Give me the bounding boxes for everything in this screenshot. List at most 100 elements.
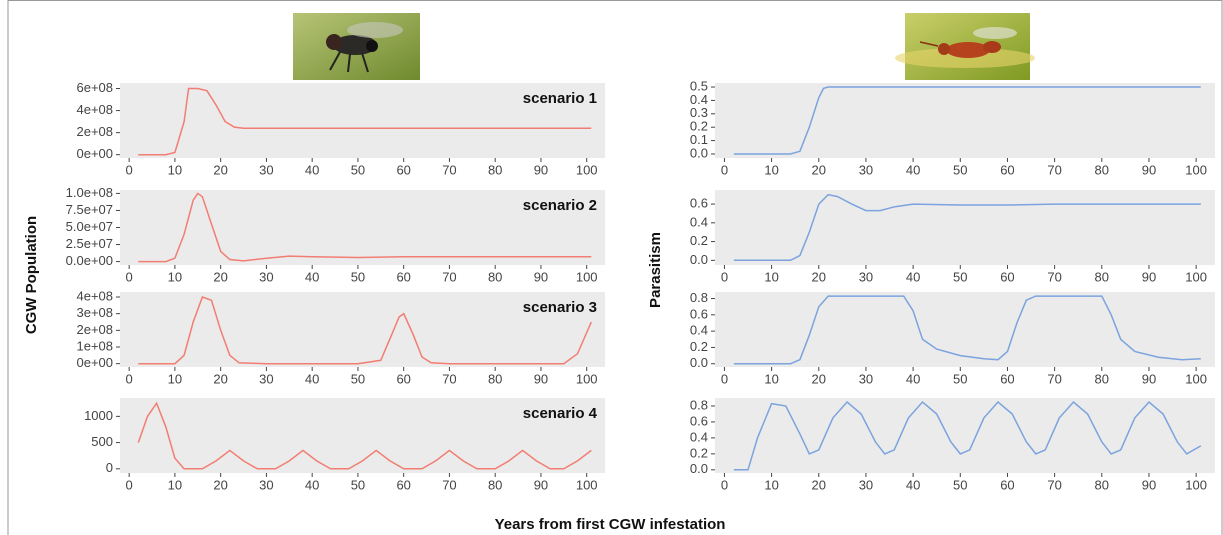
x-tick-label: 0 (126, 477, 133, 492)
x-tick-label: 50 (351, 477, 365, 492)
y-tick-label: 0.2 (690, 445, 708, 460)
x-tick-label: 50 (953, 371, 967, 386)
x-tick-label: 50 (953, 162, 967, 177)
x-tick-label: 30 (259, 269, 273, 284)
x-tick-label: 70 (1047, 371, 1061, 386)
x-tick-label: 100 (1185, 371, 1207, 386)
y-tick-label: 3e+08 (76, 305, 113, 320)
x-tick-label: 80 (1095, 371, 1109, 386)
y-tick-label: 0.0 (690, 252, 708, 267)
x-tick-label: 0 (721, 269, 728, 284)
x-tick-label: 100 (1185, 162, 1207, 177)
x-tick-label: 90 (1142, 269, 1156, 284)
x-tick-label: 40 (305, 269, 319, 284)
y-tick-label: 1.0e+08 (66, 185, 113, 200)
x-tick-label: 40 (906, 162, 920, 177)
y-tick-label: 0.4 (690, 92, 708, 107)
y-tick-label: 4e+08 (76, 288, 113, 303)
x-tick-label: 30 (259, 477, 273, 492)
x-tick-label: 40 (906, 477, 920, 492)
x-tick-label: 100 (1185, 477, 1207, 492)
x-axis-title: Years from first CGW infestation (495, 516, 726, 533)
x-tick-label: 60 (1000, 371, 1014, 386)
frame (7, 0, 1223, 535)
x-tick-label: 0 (126, 371, 133, 386)
x-tick-label: 10 (168, 371, 182, 386)
x-tick-label: 30 (259, 371, 273, 386)
panel-background (715, 292, 1215, 367)
x-tick-label: 100 (576, 371, 598, 386)
x-tick-label: 30 (859, 269, 873, 284)
x-tick-label: 60 (396, 162, 410, 177)
x-tick-label: 80 (1095, 477, 1109, 492)
x-tick-label: 60 (1000, 269, 1014, 284)
panel-title: scenario 1 (523, 90, 597, 107)
y-tick-label: 0.8 (690, 290, 708, 305)
panel-background (120, 292, 605, 367)
x-tick-label: 90 (1142, 162, 1156, 177)
x-tick-label: 70 (1047, 269, 1061, 284)
x-tick-label: 70 (1047, 162, 1061, 177)
x-tick-label: 20 (213, 162, 227, 177)
panel-background (715, 83, 1215, 158)
line (733, 295, 1201, 365)
x-tick-label: 90 (534, 371, 548, 386)
x-tick-label: 20 (812, 371, 826, 386)
line (733, 86, 1201, 155)
x-tick-label: 10 (168, 162, 182, 177)
photo-left (293, 13, 420, 80)
y-tick-label: 0.5 (690, 78, 708, 93)
x-tick-label: 90 (1142, 477, 1156, 492)
y-tick-label: 1e+08 (76, 338, 113, 353)
x-tick-label: 20 (213, 477, 227, 492)
x-tick-label: 70 (1047, 477, 1061, 492)
line (733, 193, 1201, 262)
x-tick-label: 80 (488, 269, 502, 284)
x-tick-label: 40 (906, 269, 920, 284)
line (138, 296, 592, 365)
x-tick-label: 30 (859, 162, 873, 177)
panel-title: scenario 4 (523, 405, 598, 422)
y-tick-label: 0.4 (690, 323, 708, 338)
y-tick-label: 0e+00 (76, 355, 113, 370)
x-tick-label: 90 (1142, 371, 1156, 386)
y-tick-label: 500 (91, 434, 113, 449)
x-tick-label: 70 (442, 371, 456, 386)
x-tick-label: 50 (953, 269, 967, 284)
y-tick-label: 0.2 (690, 339, 708, 354)
x-tick-label: 0 (126, 269, 133, 284)
x-tick-label: 10 (764, 477, 778, 492)
panel-background (120, 83, 605, 158)
x-tick-label: 70 (442, 162, 456, 177)
x-tick-label: 80 (488, 371, 502, 386)
x-tick-label: 70 (442, 477, 456, 492)
x-tick-label: 10 (764, 269, 778, 284)
y-tick-label: 2e+08 (76, 124, 113, 139)
y-tick-label: 0.0 (690, 461, 708, 476)
x-tick-label: 0 (721, 371, 728, 386)
x-tick-label: 50 (351, 371, 365, 386)
x-tick-label: 50 (351, 162, 365, 177)
x-tick-label: 90 (534, 269, 548, 284)
x-tick-label: 90 (534, 477, 548, 492)
x-tick-label: 100 (1185, 269, 1207, 284)
x-tick-label: 10 (168, 477, 182, 492)
y-tick-label: 0.6 (690, 196, 708, 211)
x-tick-label: 40 (305, 162, 319, 177)
x-tick-label: 80 (488, 477, 502, 492)
x-tick-label: 30 (859, 371, 873, 386)
panel-background (715, 398, 1215, 473)
panel-background (715, 190, 1215, 265)
y-tick-label: 0.0 (690, 145, 708, 160)
x-tick-label: 80 (1095, 162, 1109, 177)
line (138, 87, 592, 156)
y-tick-label: 0.3 (690, 105, 708, 120)
y-tick-label: 0.6 (690, 413, 708, 428)
y-tick-label: 4e+08 (76, 102, 113, 117)
x-tick-label: 40 (906, 371, 920, 386)
x-tick-label: 60 (1000, 162, 1014, 177)
y-tick-label: 0.6 (690, 306, 708, 321)
y-tick-label: 2.5e+07 (66, 236, 113, 251)
x-tick-label: 40 (305, 371, 319, 386)
